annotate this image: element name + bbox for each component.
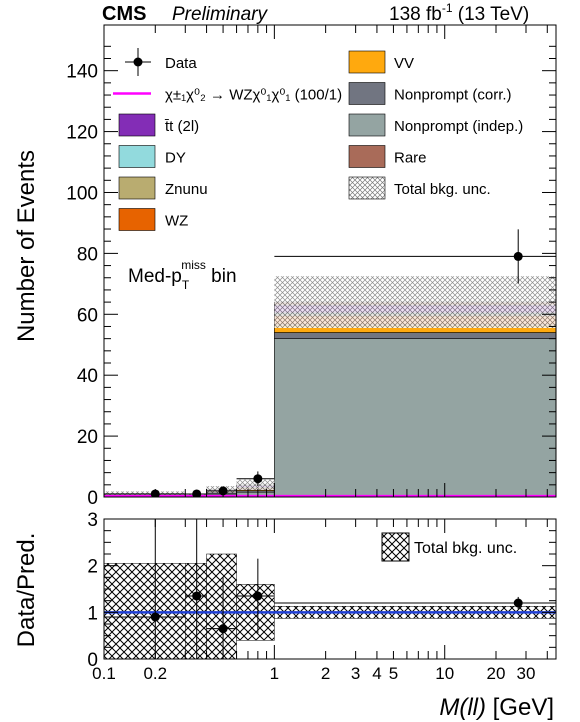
stack-bar-nonprompt_indep: [274, 338, 556, 497]
x-tick-label: 2: [321, 664, 330, 683]
ratio-y-tick-label: 2: [87, 557, 98, 578]
x-tick-label: 20: [487, 664, 506, 683]
legend-swatch-ttbar: [118, 113, 156, 137]
region-label: Med-pTmiss bin: [128, 258, 237, 292]
y-tick-label: 140: [66, 62, 98, 83]
uncertainty-band: [104, 491, 186, 496]
ratio-legend-swatch: [381, 532, 410, 562]
main-plot: 0 20 40 60 80 100 120 140: [66, 24, 557, 509]
ratio-unc-band: [206, 553, 237, 659]
x-tick-label: 10: [435, 664, 454, 683]
data-point: [192, 489, 202, 497]
ratio-y-tick-label: 1: [87, 603, 98, 624]
legend-label-ttbar: t̄t (2l): [164, 118, 199, 135]
main-frame: [103, 24, 557, 498]
legend-label-signal: χ±₁χ⁰₂ → WZχ⁰₁χ⁰₁ (100/1): [165, 87, 342, 104]
legend-unc-swatch: [348, 176, 386, 200]
ratio-point: [150, 612, 160, 622]
legend-swatch-nonprompt_indep: [348, 113, 386, 137]
status-label: Preliminary: [172, 4, 269, 25]
legend-label-znunu: Znunu: [165, 181, 208, 198]
y-tick-label: 60: [77, 305, 98, 326]
legend-label-vv: VV: [394, 55, 414, 72]
ratio-point: [192, 591, 202, 601]
y-tick-label: 80: [77, 244, 98, 265]
ratio-plot-area: [104, 519, 556, 659]
main-legend: Data χ±₁χ⁰₂ → WZχ⁰₁χ⁰₁ (100/1) t̄t (2l) DY Z…: [113, 48, 523, 231]
ratio-point: [513, 598, 523, 608]
uncertainty-band: [274, 276, 556, 328]
luminosity-label: 138 fb-1 (13 TeV): [389, 1, 529, 25]
legend-label-unc: Total bkg. unc.: [394, 181, 491, 198]
ratio-y-tick-label: 0: [87, 650, 98, 671]
legend-swatch-nonprompt_corr: [348, 82, 386, 105]
ratio-legend-label: Total bkg. unc.: [414, 540, 517, 557]
y-tick-label: 100: [66, 183, 98, 204]
main-plot-area: [104, 229, 556, 497]
legend-swatch-wz: [118, 208, 156, 231]
legend-label-wz: WZ: [165, 213, 188, 230]
legend-label-data: Data: [165, 55, 197, 72]
uncertainty-band: [236, 479, 275, 490]
y-tick-label: 40: [77, 366, 98, 387]
legend-swatch-vv: [348, 50, 386, 74]
data-point: [253, 474, 263, 484]
x-tick-label: 0.2: [143, 664, 167, 683]
x-tick-label: 0.1: [92, 664, 116, 683]
legend-label-rare: Rare: [394, 150, 427, 167]
legend-data-marker: [133, 57, 143, 67]
ratio-ylabel: Data/Pred.: [13, 533, 40, 648]
legend-label-nonprompt_corr: Nonprompt (corr.): [394, 87, 512, 104]
legend-label-nonprompt_indep: Nonprompt (indep.): [394, 118, 523, 135]
legend-swatch-dy: [118, 145, 156, 168]
y-tick-label: 120: [66, 123, 98, 144]
y-tick-label: 20: [77, 427, 98, 448]
main-ylabel: Number of Events: [13, 150, 40, 342]
x-tick-label: 3: [351, 664, 360, 683]
experiment-label: CMS: [102, 3, 146, 25]
legend-swatch-rare: [348, 145, 386, 168]
legend-swatch-znunu: [118, 176, 156, 200]
y-tick-label: 0: [87, 488, 98, 509]
legend-label-dy: DY: [165, 150, 186, 167]
stack-bar-nonprompt_corr: [274, 332, 556, 339]
xaxis-title: M(ll) [GeV]: [439, 694, 554, 721]
data-point: [513, 251, 523, 261]
x-tick-label: 1: [270, 664, 279, 683]
ratio-point: [253, 591, 263, 601]
ratio-point: [218, 624, 228, 634]
x-tick-label: 5: [389, 664, 398, 683]
ratio-y-tick-label: 3: [87, 510, 98, 531]
x-tick-label: 4: [372, 664, 381, 683]
x-tick-label: 30: [517, 664, 536, 683]
ratio-legend: Total bkg. unc.: [381, 532, 517, 562]
